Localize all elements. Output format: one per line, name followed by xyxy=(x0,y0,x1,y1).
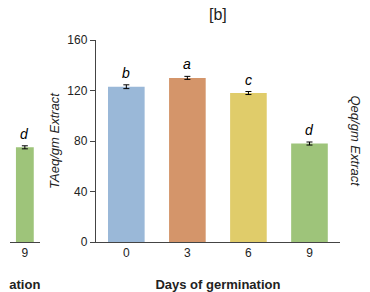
svg-text:Days of germination: Days of germination xyxy=(155,277,280,292)
svg-text:b: b xyxy=(122,65,130,81)
svg-text:a: a xyxy=(183,56,191,72)
svg-text:d: d xyxy=(20,126,29,142)
svg-text:ation: ation xyxy=(9,277,40,292)
svg-text:d: d xyxy=(305,122,314,138)
svg-text:0: 0 xyxy=(123,246,130,260)
svg-text:80: 80 xyxy=(74,134,88,148)
svg-text:0: 0 xyxy=(81,235,88,249)
svg-text:40: 40 xyxy=(74,185,88,199)
svg-text:Qeq/gm Extract: Qeq/gm Extract xyxy=(348,96,363,188)
svg-text:6: 6 xyxy=(245,246,252,260)
svg-text:TAeq/gm Extract: TAeq/gm Extract xyxy=(47,92,62,189)
svg-text:c: c xyxy=(245,72,252,88)
svg-text:9: 9 xyxy=(22,246,29,260)
svg-text:120: 120 xyxy=(67,84,87,98)
svg-text:9: 9 xyxy=(306,246,313,260)
svg-text:3: 3 xyxy=(184,246,191,260)
svg-text:160: 160 xyxy=(67,33,87,47)
svg-text:[b]: [b] xyxy=(209,6,227,23)
